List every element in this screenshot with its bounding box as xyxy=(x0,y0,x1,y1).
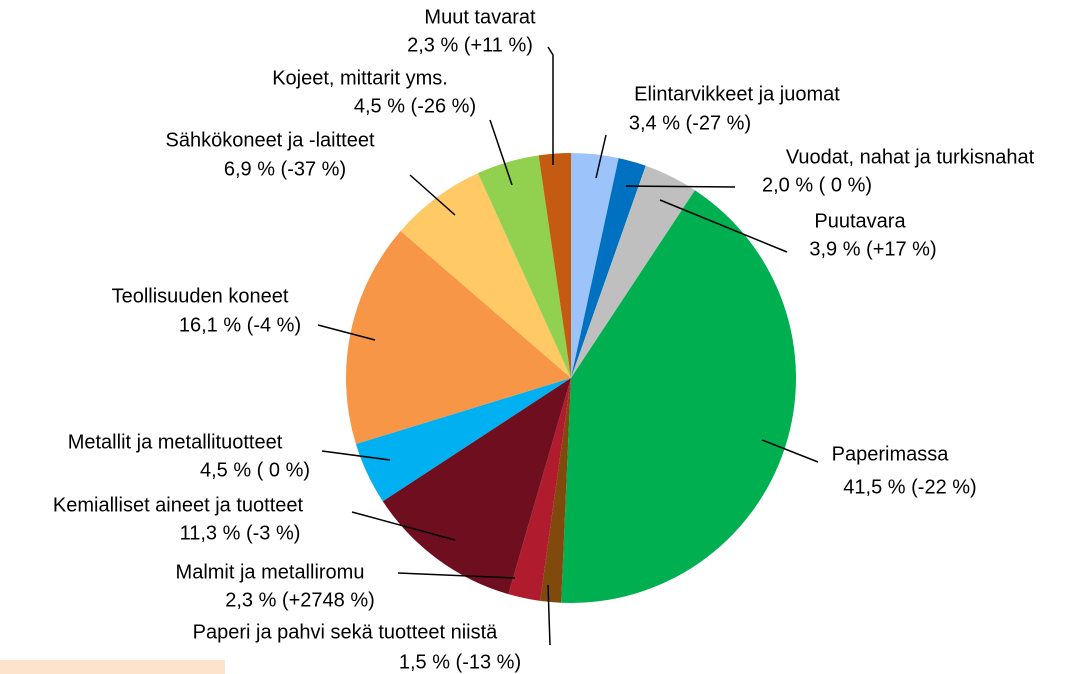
pie-slice xyxy=(355,378,571,502)
value-label: 2,3 % (+2748 %) xyxy=(225,589,375,611)
slice-label: Elintarvikkeet ja juomat xyxy=(634,83,840,105)
pie-slice xyxy=(382,378,571,595)
pie-slice xyxy=(561,190,796,603)
pie-slice xyxy=(346,231,571,445)
pie-slice xyxy=(400,173,571,378)
leader-line xyxy=(409,174,456,216)
pie-slice xyxy=(571,153,619,378)
slice-label: Paperimassa xyxy=(832,443,950,465)
value-label: 4,5 % ( 0 %) xyxy=(200,459,310,481)
slice-label: Teollisuuden koneet xyxy=(112,285,289,307)
pie-slice xyxy=(571,165,695,378)
slice-label: Puutavara xyxy=(814,210,906,232)
value-label: 4,5 % (-26 %) xyxy=(354,95,476,117)
leader-line xyxy=(547,46,554,165)
pie-slice xyxy=(540,378,571,603)
slice-label: Metallit ja metallituotteet xyxy=(68,431,283,453)
slice-label: Muut tavarat xyxy=(424,6,536,28)
leader-line xyxy=(625,185,736,188)
leader-line xyxy=(397,572,516,579)
value-label: 3,9 % (+17 %) xyxy=(809,238,936,260)
leader-line xyxy=(317,324,376,341)
value-label: 1,5 % (-13 %) xyxy=(399,651,521,673)
leader-line xyxy=(547,584,551,646)
leader-line xyxy=(659,199,788,253)
slice-label: Malmit ja metalliromu xyxy=(176,561,365,583)
leader-line xyxy=(595,134,607,179)
value-label: 41,5 % (-22 %) xyxy=(843,476,976,498)
value-label: 11,3 % (-3 %) xyxy=(180,522,301,544)
pie-slice xyxy=(477,155,571,378)
slice-label: Paperi ja pahvi sekä tuotteet niistä xyxy=(193,621,499,643)
value-label: 16,1 % (-4 %) xyxy=(179,314,301,336)
leader-line xyxy=(761,439,819,463)
value-label: 3,4 % (-27 %) xyxy=(629,112,751,134)
value-label: 6,9 % (-37 %) xyxy=(224,158,346,180)
pie-slice xyxy=(508,378,571,601)
value-label: 2,0 % ( 0 %) xyxy=(762,174,872,196)
leader-line xyxy=(351,511,456,541)
slice-label: Kojeet, mittarit yms. xyxy=(272,67,448,89)
leader-line xyxy=(489,119,513,186)
decoration xyxy=(0,660,225,674)
value-label: 2,3 % (+11 %) xyxy=(407,34,533,56)
slice-label: Vuodat, nahat ja turkisnahat xyxy=(786,146,1035,168)
slice-label: Kemialliset aineet ja tuotteet xyxy=(53,494,304,516)
pie-slice xyxy=(571,158,646,378)
slice-label: Sähkökoneet ja -laitteet xyxy=(165,129,374,151)
leader-line xyxy=(321,450,391,461)
pie-slice xyxy=(538,153,571,378)
